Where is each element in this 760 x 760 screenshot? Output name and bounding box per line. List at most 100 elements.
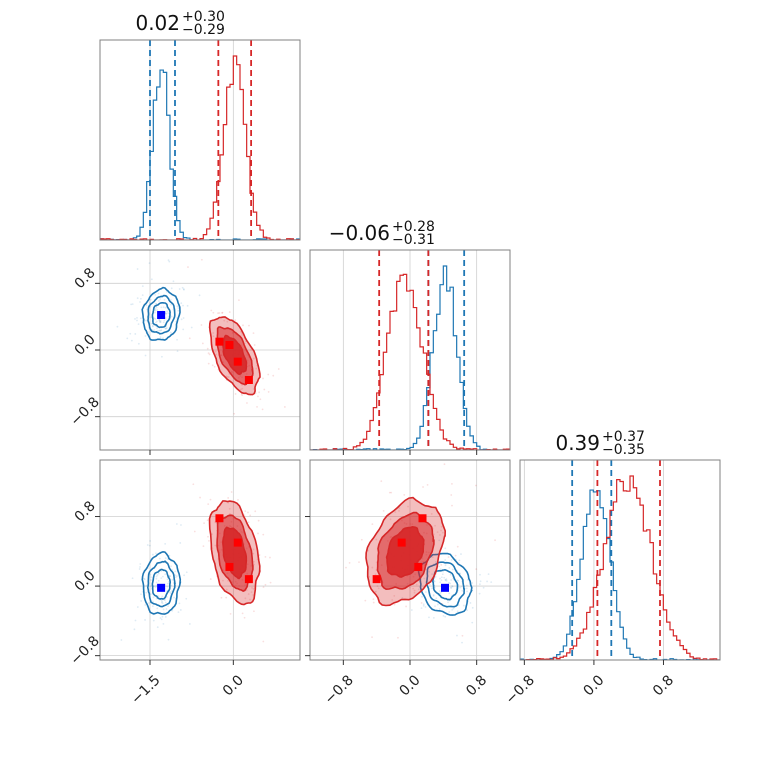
sample-point xyxy=(167,638,170,641)
sample-point xyxy=(159,321,161,323)
sample-point xyxy=(255,367,258,370)
sample-point xyxy=(449,582,452,585)
histogram-red xyxy=(100,55,300,240)
sample-point xyxy=(175,575,178,578)
sample-point xyxy=(448,592,451,595)
sample-point xyxy=(432,594,435,597)
sample-point xyxy=(405,605,407,608)
sample-point xyxy=(457,604,460,606)
sample-point xyxy=(202,545,205,548)
sample-point xyxy=(185,571,188,574)
sample-point xyxy=(131,303,134,306)
sample-point xyxy=(141,285,144,288)
title-upper-error: +0.30 xyxy=(182,9,225,25)
sample-point xyxy=(345,566,347,569)
sample-point xyxy=(136,297,139,300)
sample-point xyxy=(253,344,256,346)
sample-point xyxy=(479,573,481,576)
histogram-blue xyxy=(520,489,720,660)
sample-point xyxy=(148,544,151,547)
sample-point xyxy=(426,580,429,583)
y-tick-label: −0.8 xyxy=(67,394,102,429)
sample-point xyxy=(457,579,460,582)
sample-point xyxy=(398,507,401,509)
sample-point xyxy=(151,325,154,328)
histogram-red xyxy=(310,273,510,450)
sample-point xyxy=(180,302,183,305)
sample-point xyxy=(249,514,252,517)
marker-blue xyxy=(157,311,166,319)
sample-point xyxy=(439,592,442,595)
sample-point xyxy=(421,595,423,598)
sample-point xyxy=(150,316,153,319)
sample-point xyxy=(201,342,204,345)
sample-point xyxy=(422,604,425,607)
sample-point xyxy=(448,567,451,569)
sample-point xyxy=(138,568,141,570)
sample-point xyxy=(242,324,244,327)
sample-point xyxy=(241,387,244,390)
sample-point xyxy=(460,553,462,555)
sample-point xyxy=(164,306,167,309)
sample-point xyxy=(160,329,163,332)
sample-point xyxy=(456,634,458,637)
sample-point xyxy=(450,494,453,496)
sample-point xyxy=(164,327,167,330)
sample-point xyxy=(160,570,163,573)
sample-point xyxy=(407,505,409,508)
sample-point xyxy=(475,568,478,570)
sample-point xyxy=(163,611,165,614)
sample-point xyxy=(375,538,378,541)
sample-point xyxy=(161,595,164,598)
grid-lines xyxy=(100,460,300,660)
sample-point xyxy=(239,388,242,391)
sample-point xyxy=(208,353,211,356)
sample-point xyxy=(431,556,434,559)
sample-point xyxy=(177,309,180,312)
sample-point xyxy=(428,570,431,573)
sample-point xyxy=(444,615,447,618)
sample-point xyxy=(160,577,163,580)
sample-point xyxy=(149,298,152,301)
sample-point xyxy=(158,319,161,321)
sample-point xyxy=(164,317,167,319)
sample-point xyxy=(180,318,183,321)
sample-point xyxy=(471,582,474,584)
sample-point xyxy=(206,519,209,522)
sample-point xyxy=(397,636,399,639)
sample-point xyxy=(471,606,474,609)
sample-point xyxy=(170,287,173,290)
sample-point xyxy=(155,581,158,584)
sample-point xyxy=(444,579,447,581)
sample-point xyxy=(430,513,433,515)
sample-point xyxy=(262,533,265,536)
sample-point xyxy=(149,579,152,581)
sample-point xyxy=(424,606,427,608)
sample-point xyxy=(153,329,156,331)
sample-point xyxy=(174,574,177,577)
sample-point xyxy=(459,572,461,575)
sample-point xyxy=(178,288,181,290)
marker-red xyxy=(244,376,253,384)
x-tick-label: −0.8 xyxy=(322,672,357,707)
sample-point xyxy=(494,539,496,542)
sample-point xyxy=(428,583,431,586)
sample-point xyxy=(185,597,188,600)
sample-point xyxy=(164,601,167,604)
sample-point xyxy=(227,497,230,499)
sample-point xyxy=(148,302,151,304)
title-lower-error: −0.35 xyxy=(602,442,645,458)
sample-point xyxy=(487,573,490,575)
sample-point xyxy=(239,330,242,333)
sample-point xyxy=(182,317,185,319)
sample-point xyxy=(130,339,133,342)
sample-point xyxy=(440,525,443,528)
y-tick-label: 0.8 xyxy=(72,265,99,292)
sample-point xyxy=(439,568,442,571)
sample-point xyxy=(168,260,171,263)
sample-point xyxy=(252,548,255,551)
sample-point xyxy=(163,298,166,301)
sample-point xyxy=(410,609,413,611)
sample-point xyxy=(174,576,177,579)
sample-point xyxy=(160,601,163,604)
